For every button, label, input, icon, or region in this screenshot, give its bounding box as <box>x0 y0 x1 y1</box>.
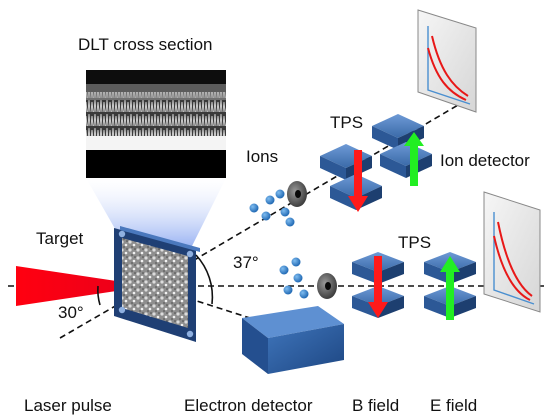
label-tps-top: TPS <box>330 113 363 132</box>
label-dlt-cross-section: DLT cross section <box>78 35 212 54</box>
laser-beam-icon <box>16 266 150 306</box>
label-tps-bottom: TPS <box>398 233 431 252</box>
label-laser-pulse: Laser pulse <box>24 396 112 415</box>
label-electron-detector: Electron detector <box>184 396 313 415</box>
angle-arcs <box>97 254 214 306</box>
b-field-arrow-icon-upper <box>348 150 368 212</box>
label-angle-30: 30° <box>58 303 84 322</box>
label-target: Target <box>36 229 84 248</box>
pinhole-icon-lower <box>317 273 337 299</box>
e-field-arrow-icon-upper <box>404 132 424 186</box>
ion-dots-lower <box>279 257 309 299</box>
electron-detector-icon <box>242 306 344 374</box>
detector-screen-icon-lower <box>483 191 541 313</box>
dlt-cross-section-image <box>86 70 226 178</box>
label-b-field: B field <box>352 396 399 415</box>
b-field-arrow-icon-lower <box>368 256 388 318</box>
beam-lines <box>8 97 545 339</box>
labels: DLT cross section Target Ions TPS Ion de… <box>24 35 530 415</box>
label-ion-detector: Ion detector <box>440 151 530 170</box>
magnet-icon-upper-e <box>372 114 432 178</box>
pinhole-icon-upper <box>287 181 307 207</box>
label-angle-37: 37° <box>233 253 259 272</box>
label-e-field: E field <box>430 396 477 415</box>
e-field-arrow-icon-lower <box>440 256 460 320</box>
label-ions: Ions <box>246 147 278 166</box>
detector-screen-icon-upper <box>417 9 477 113</box>
ion-dots-upper <box>249 189 295 227</box>
target-foil-icon <box>114 226 200 342</box>
